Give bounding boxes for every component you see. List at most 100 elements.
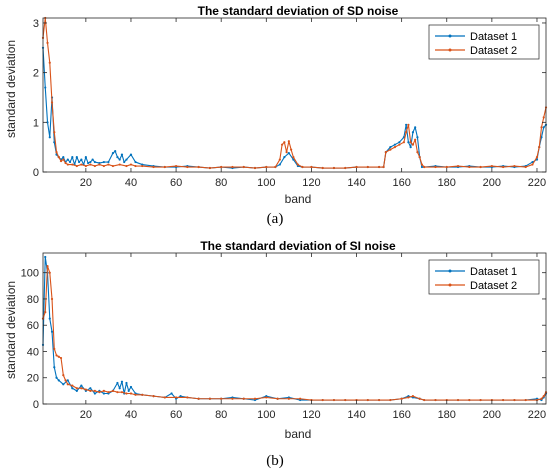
data-point xyxy=(434,398,437,402)
data-point xyxy=(80,163,83,166)
data-point xyxy=(89,389,92,392)
data-point xyxy=(163,396,166,399)
legend-label: Dataset 2 xyxy=(470,280,517,292)
legend-label: Dataset 1 xyxy=(470,31,517,43)
data-point xyxy=(71,384,74,387)
data-point xyxy=(418,156,421,159)
data-point xyxy=(456,398,460,402)
y-tick-label: 40 xyxy=(27,346,39,358)
data-point xyxy=(46,121,49,124)
data-point xyxy=(292,156,295,159)
data-point xyxy=(93,389,96,392)
x-tick-label: 180 xyxy=(438,177,456,189)
data-point xyxy=(120,380,124,383)
y-tick-label: 2 xyxy=(33,68,39,80)
data-point xyxy=(134,164,137,168)
data-point xyxy=(134,160,137,164)
data-point xyxy=(407,123,410,126)
y-tick-label: 3 xyxy=(33,18,39,30)
data-point xyxy=(84,156,87,159)
data-point xyxy=(174,164,178,168)
data-point xyxy=(355,165,358,169)
data-point xyxy=(479,165,482,169)
data-point xyxy=(89,160,92,164)
data-point xyxy=(107,391,110,394)
y-tick-label: 60 xyxy=(27,320,39,332)
data-point xyxy=(89,163,92,166)
x-tick-label: 80 xyxy=(215,177,227,189)
data-point xyxy=(87,161,90,165)
data-point xyxy=(102,164,105,168)
plot-area: 20 40 60 80 100 120 140 160 180 200 220 0 20 40 60 80 10… xyxy=(21,252,548,421)
data-point xyxy=(129,163,133,166)
data-point xyxy=(283,156,286,159)
data-point xyxy=(332,166,336,170)
data-point xyxy=(531,163,534,166)
x-tick-label: 140 xyxy=(347,177,365,189)
data-point xyxy=(287,140,290,143)
x-tick-label: 60 xyxy=(170,409,182,421)
data-point xyxy=(420,163,424,166)
data-point xyxy=(502,165,505,169)
data-point xyxy=(107,163,110,166)
x-tick-label: 60 xyxy=(170,177,182,189)
legend-marker xyxy=(448,269,452,273)
data-point xyxy=(102,392,105,395)
data-point xyxy=(287,152,290,155)
data-point xyxy=(91,158,94,161)
data-point xyxy=(377,398,381,402)
data-point xyxy=(535,156,539,159)
data-point xyxy=(253,166,257,170)
data-point xyxy=(344,166,347,170)
data-point xyxy=(118,163,121,166)
data-point xyxy=(456,164,460,168)
data-point xyxy=(48,317,51,320)
data-point xyxy=(53,131,56,134)
data-point xyxy=(253,397,257,400)
data-point xyxy=(141,164,144,168)
x-tick-label: 180 xyxy=(438,409,456,421)
data-point xyxy=(55,376,58,379)
legend-marker xyxy=(448,34,452,38)
data-point xyxy=(409,141,412,144)
data-point xyxy=(423,165,426,169)
data-point xyxy=(66,158,69,161)
data-point xyxy=(445,165,448,169)
data-point xyxy=(542,116,545,119)
legend-box xyxy=(428,259,540,295)
data-point xyxy=(64,161,67,165)
data-point xyxy=(278,163,281,166)
data-point xyxy=(542,395,545,398)
data-point xyxy=(46,265,49,268)
data-point xyxy=(84,164,87,168)
data-point xyxy=(468,398,471,402)
data-point xyxy=(377,165,381,169)
data-point xyxy=(57,156,60,159)
data-point xyxy=(125,164,128,168)
data-point xyxy=(98,163,101,166)
data-point xyxy=(44,310,47,314)
data-point xyxy=(389,148,392,151)
data-point xyxy=(44,86,47,89)
y-axis-label: standard deviation xyxy=(4,281,18,379)
data-point xyxy=(75,164,78,168)
data-point xyxy=(127,389,130,392)
data-point xyxy=(102,389,105,392)
data-point xyxy=(411,143,415,146)
data-point xyxy=(416,136,419,139)
data-point xyxy=(66,383,69,386)
data-point xyxy=(407,396,410,399)
data-point xyxy=(265,165,268,169)
data-point xyxy=(513,164,516,168)
axes-frame xyxy=(42,252,547,405)
data-point xyxy=(274,165,277,169)
data-point xyxy=(75,156,78,159)
data-point xyxy=(59,356,63,360)
data-point xyxy=(111,389,115,392)
x-tick-label: 200 xyxy=(483,409,501,421)
data-point xyxy=(414,126,417,129)
data-point xyxy=(290,148,293,151)
data-point xyxy=(98,391,101,394)
data-point xyxy=(53,366,56,369)
data-point xyxy=(71,163,74,166)
